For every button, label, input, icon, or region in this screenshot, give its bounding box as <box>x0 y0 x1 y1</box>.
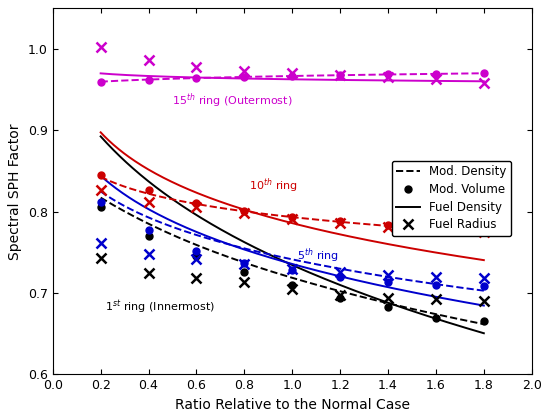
Legend: Mod. Density, Mod. Volume, Fuel Density, Fuel Radius: Mod. Density, Mod. Volume, Fuel Density,… <box>392 160 512 236</box>
Text: 10$^{th}$ ring: 10$^{th}$ ring <box>249 176 298 195</box>
Text: 15$^{th}$ ring (Outermost): 15$^{th}$ ring (Outermost) <box>173 91 293 110</box>
Text: 5$^{th}$ ring: 5$^{th}$ ring <box>297 246 339 265</box>
Text: 1$^{st}$ ring (Innermost): 1$^{st}$ ring (Innermost) <box>106 299 215 316</box>
X-axis label: Ratio Relative to the Normal Case: Ratio Relative to the Normal Case <box>175 398 410 412</box>
Y-axis label: Spectral SPH Factor: Spectral SPH Factor <box>8 123 23 260</box>
